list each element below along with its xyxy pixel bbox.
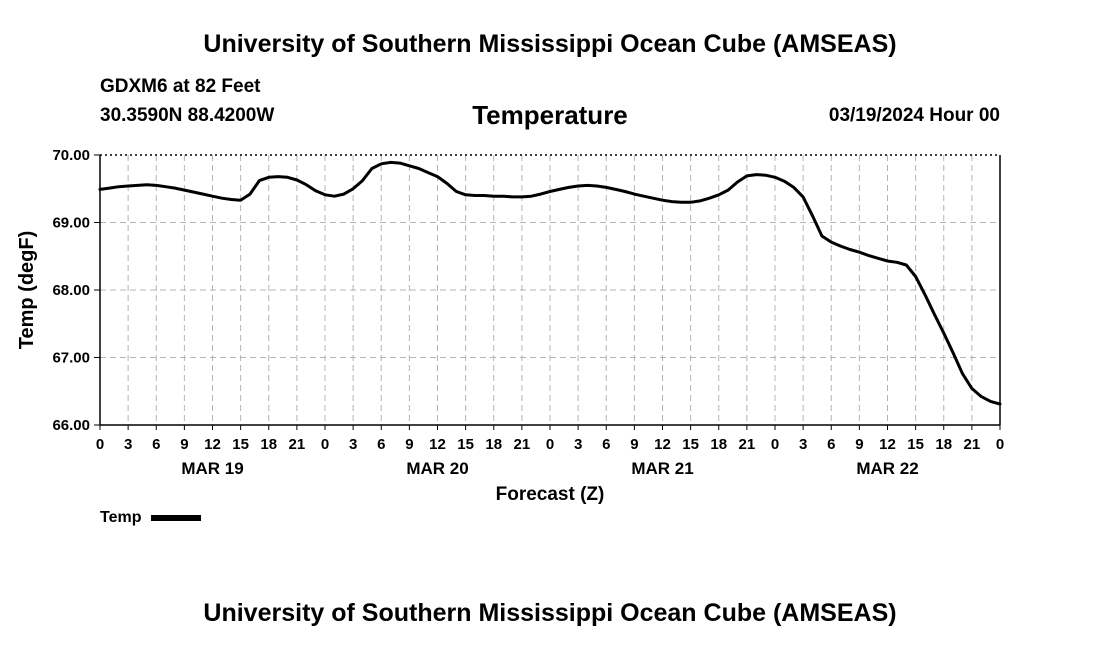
x-tick-label: 12 bbox=[204, 436, 221, 453]
x-tick-label: 15 bbox=[682, 436, 699, 453]
series bbox=[98, 160, 1002, 406]
x-tick-label: 9 bbox=[180, 436, 188, 453]
day-label: MAR 21 bbox=[631, 459, 693, 478]
x-tick-label: 15 bbox=[232, 436, 249, 453]
x-axis-label: Forecast (Z) bbox=[496, 484, 605, 505]
y-tick-label: 69.00 bbox=[52, 215, 90, 232]
temp-series-line bbox=[98, 160, 1002, 406]
x-tick-label: 0 bbox=[771, 436, 779, 453]
x-tick-label: 12 bbox=[654, 436, 671, 453]
y-tick-label: 66.00 bbox=[52, 417, 90, 434]
legend: Temp bbox=[100, 509, 202, 527]
x-tick-label: 12 bbox=[879, 436, 896, 453]
x-tick-label: 21 bbox=[964, 436, 981, 453]
y-tick-label: 67.00 bbox=[52, 350, 90, 367]
y-tick-label: 70.00 bbox=[52, 147, 90, 164]
x-tick-label: 12 bbox=[429, 436, 446, 453]
coordinates-label: 30.3590N 88.4200W bbox=[100, 105, 275, 126]
x-tick-label: 9 bbox=[630, 436, 638, 453]
y-axis-label: Temp (degF) bbox=[16, 231, 38, 350]
x-tick-label: 3 bbox=[124, 436, 132, 453]
x-tick-label: 6 bbox=[152, 436, 160, 453]
x-tick-label: 21 bbox=[514, 436, 531, 453]
x-tick-label: 0 bbox=[546, 436, 554, 453]
day-label: MAR 22 bbox=[856, 459, 918, 478]
x-tick-label: 6 bbox=[377, 436, 385, 453]
axes: 0 3 6 9 12 15 18 21 0 3 6 9 12 15 18 21 0 3 6 9 12 15 18 21 0 3 6 9… bbox=[52, 147, 1004, 478]
legend-label: Temp bbox=[100, 509, 142, 526]
x-tick-label: 18 bbox=[710, 436, 727, 453]
x-tick-label: 6 bbox=[827, 436, 835, 453]
day-label: MAR 20 bbox=[406, 459, 468, 478]
chart-title: Temperature bbox=[472, 100, 628, 130]
x-tick-label: 6 bbox=[602, 436, 610, 453]
x-tick-label: 3 bbox=[349, 436, 357, 453]
x-tick-label: 0 bbox=[321, 436, 329, 453]
x-tick-label: 15 bbox=[457, 436, 474, 453]
footer-title: University of Southern Mississippi Ocean… bbox=[203, 599, 897, 627]
x-tick-label: 0 bbox=[96, 436, 104, 453]
y-tick-label: 68.00 bbox=[52, 282, 90, 299]
x-tick-label: 3 bbox=[799, 436, 807, 453]
legend-swatch bbox=[151, 515, 202, 521]
x-tick-label: 9 bbox=[405, 436, 413, 453]
x-tick-label: 18 bbox=[260, 436, 277, 453]
page-title: University of Southern Mississippi Ocean… bbox=[203, 30, 897, 58]
x-tick-label: 21 bbox=[739, 436, 756, 453]
x-tick-label: 15 bbox=[907, 436, 924, 453]
x-tick-label: 9 bbox=[855, 436, 863, 453]
x-tick-label: 3 bbox=[574, 436, 582, 453]
grid bbox=[100, 155, 1000, 425]
station-label: GDXM6 at 82 Feet bbox=[100, 76, 261, 97]
forecast-datetime: 03/19/2024 Hour 00 bbox=[828, 105, 1000, 126]
x-tick-label: 18 bbox=[935, 436, 952, 453]
x-tick-label: 0 bbox=[996, 436, 1004, 453]
day-label: MAR 19 bbox=[181, 459, 243, 478]
x-tick-label: 21 bbox=[289, 436, 306, 453]
x-tick-label: 18 bbox=[485, 436, 502, 453]
